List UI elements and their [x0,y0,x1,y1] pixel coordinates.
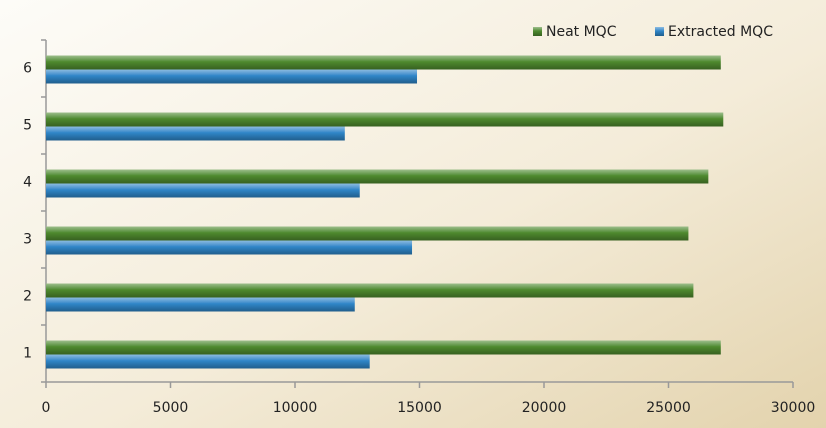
bar [46,55,721,70]
bar [46,69,418,84]
y-tick-label: 4 [23,175,32,191]
x-tick-label: 10000 [273,400,318,416]
x-tick-label: 25000 [646,400,691,416]
x-tick-label: 0 [42,400,51,416]
bar [46,283,694,298]
bar [46,183,360,198]
bar [46,340,721,355]
bar [46,226,689,241]
x-tick-label: 5000 [153,400,189,416]
x-tick-label: 15000 [397,400,442,416]
y-tick-label: 3 [23,232,32,248]
y-tick-label: 2 [23,289,32,305]
bar [46,240,413,255]
bar [46,126,345,141]
bar [46,297,355,312]
bar [46,354,370,369]
y-tick-label: 6 [23,61,32,77]
x-tick-label: 20000 [522,400,567,416]
bar [46,112,724,127]
legend-swatch [533,27,542,36]
bar [46,169,709,184]
x-tick-label: 30000 [771,400,816,416]
y-tick-label: 1 [23,346,32,362]
y-tick-label: 5 [23,118,32,134]
legend-label: Extracted MQC [668,24,773,40]
legend-swatch [655,27,664,36]
legend-label: Neat MQC [546,24,617,40]
